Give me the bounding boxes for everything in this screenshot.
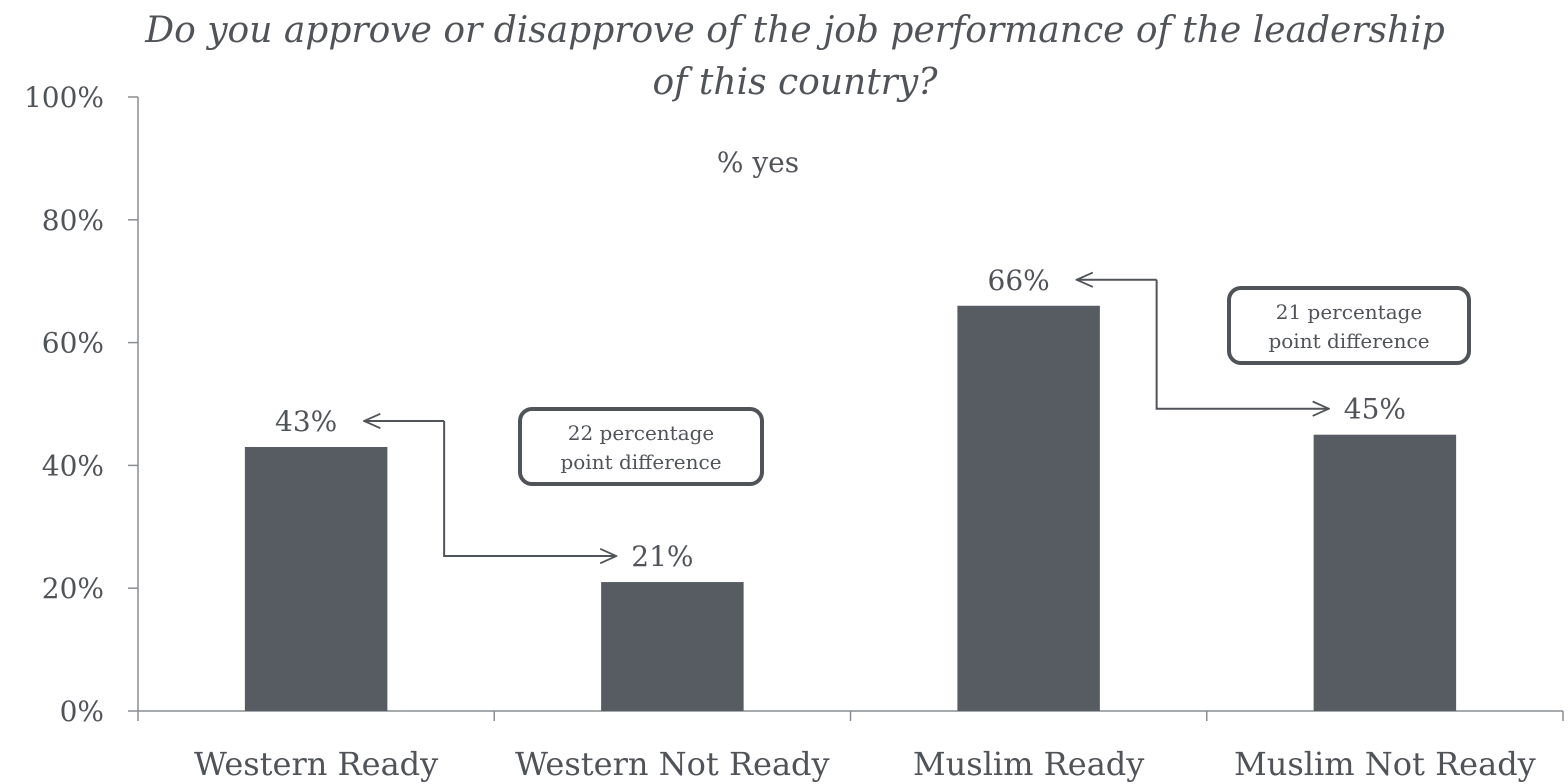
annotation-box <box>518 407 764 486</box>
annotation-arrow-to <box>443 420 616 556</box>
y-tick-label: 80% <box>42 204 104 237</box>
annotation-box <box>1227 286 1471 365</box>
chart-title-line-1: Do you approve or disapprove of the job … <box>144 10 1445 51</box>
annotation-text: 21 percentage <box>1276 300 1423 324</box>
category-label: Western Ready <box>194 745 438 783</box>
annotation-callout: 22 percentage point difference <box>518 407 764 486</box>
data-labels: 43% 21% 66% 45% <box>275 264 1406 573</box>
chart-subtitle: % yes <box>717 146 799 179</box>
x-ticks <box>137 711 1564 721</box>
bars <box>244 305 1457 711</box>
category-label: Muslim Not Ready <box>1234 745 1536 783</box>
category-label: Muslim Ready <box>913 745 1144 783</box>
bar <box>244 446 388 711</box>
y-tick-label: 20% <box>42 572 104 605</box>
y-tick-label: 40% <box>42 449 104 482</box>
chart-title-line-2: of this country? <box>652 62 938 103</box>
annotation-arrow-to <box>1155 279 1329 409</box>
annotation-callout: 21 percentage point difference <box>1227 286 1471 365</box>
y-tick-label: 0% <box>60 695 104 728</box>
category-label: Western Not Ready <box>515 745 829 783</box>
y-tick-label: 100% <box>24 81 104 114</box>
annotation-text: point difference <box>560 450 721 474</box>
data-label: 21% <box>631 540 693 573</box>
y-tick-label: 60% <box>42 327 104 360</box>
annotation-text: point difference <box>1268 329 1429 353</box>
bar <box>957 305 1100 711</box>
data-label: 43% <box>275 405 337 438</box>
data-label: 66% <box>988 264 1050 297</box>
data-label: 45% <box>1344 393 1406 426</box>
annotation-text: 22 percentage <box>568 421 715 445</box>
category-labels: Western Ready Western Not Ready Muslim Rea… <box>194 745 1536 783</box>
bar <box>1313 434 1457 711</box>
y-ticks: 0% 20% 40% 60% 80% 100% <box>24 81 138 728</box>
bar <box>601 582 744 711</box>
